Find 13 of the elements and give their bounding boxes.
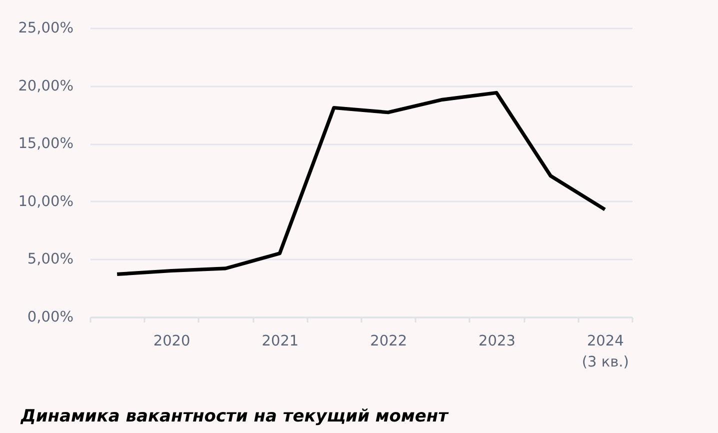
y-tick-label: 10,00% — [18, 194, 74, 210]
y-tick-label: 5,00% — [27, 252, 74, 268]
y-tick-label: 15,00% — [18, 136, 74, 152]
y-tick-label: 20,00% — [18, 78, 74, 94]
line-series — [115, 90, 607, 276]
x-tick-label: 2024 (3 кв.) — [582, 334, 629, 370]
x-tick-label: 2020 — [153, 334, 190, 350]
x-tick-label: 2023 — [478, 334, 516, 350]
x-tick-label: 2022 — [370, 334, 408, 350]
y-tick-label: 0,00% — [27, 310, 74, 326]
x-tick-label: 2021 — [262, 334, 299, 350]
y-tick-label: 25,00% — [18, 20, 74, 36]
text: Динамика вакантности на текущий момент — [20, 406, 450, 426]
